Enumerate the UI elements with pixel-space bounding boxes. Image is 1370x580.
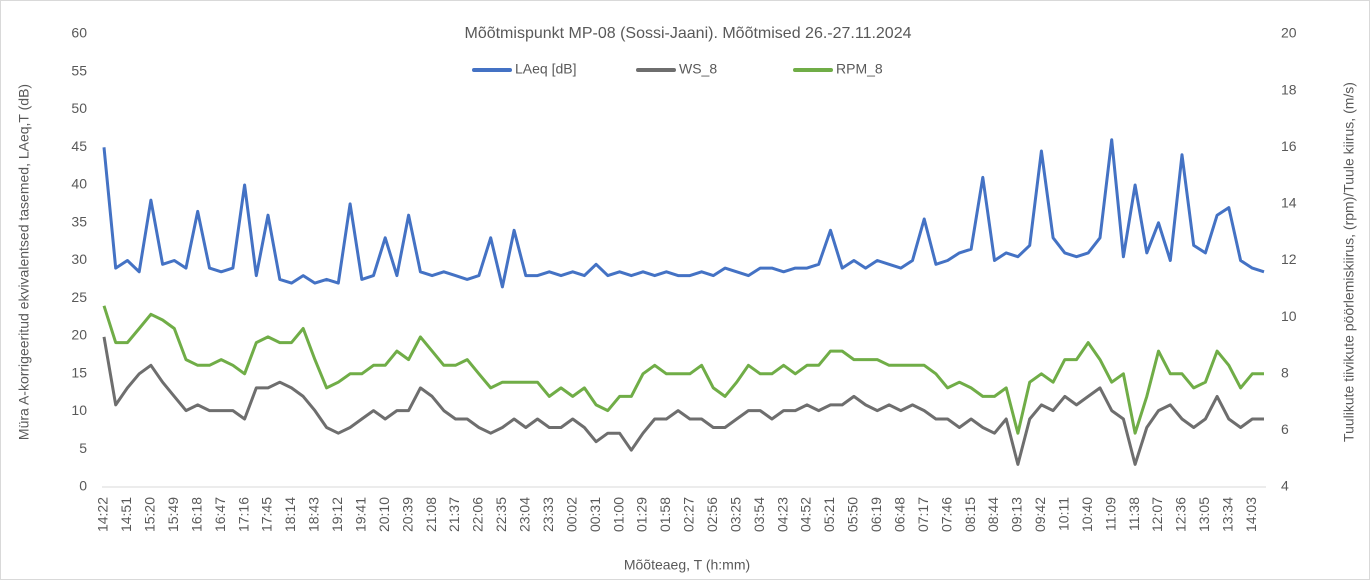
y-tick-label: 25 [71, 289, 87, 305]
x-tick-label: 12:07 [1149, 497, 1165, 532]
y2-tick-label: 6 [1281, 421, 1289, 437]
x-tick-label: 20:10 [376, 497, 392, 532]
x-tick-label: 01:29 [634, 497, 650, 532]
x-tick-label: 22:06 [470, 497, 486, 532]
x-tick-label: 01:58 [657, 497, 673, 532]
x-tick-label: 17:45 [259, 497, 275, 532]
x-tick-label: 10:11 [1056, 497, 1072, 531]
x-tick-label: 06:48 [891, 497, 907, 532]
y-tick-label: 5 [79, 440, 87, 456]
x-tick-label: 19:41 [352, 497, 368, 532]
plot-area [102, 138, 1266, 488]
chart-title: Mõõtmispunkt MP-08 (Sossi-Jaani). Mõõtmi… [464, 25, 911, 42]
y2-tick-label: 18 [1281, 81, 1297, 97]
x-tick-label: 02:27 [681, 497, 697, 532]
y-tick-label: 0 [79, 478, 87, 494]
x-tick-label: 22:35 [493, 497, 509, 532]
x-tick-label: 15:49 [165, 497, 181, 532]
series-line [102, 138, 1265, 289]
x-tick-label: 11:38 [1126, 497, 1142, 531]
x-tick-label: 05:50 [845, 497, 861, 532]
x-tick-label: 19:12 [329, 497, 345, 532]
x-tick-label: 14:51 [118, 497, 134, 532]
y2-axis-title: Tuulikute tiivikute pöörlemiskiirus, (rp… [1341, 82, 1357, 442]
y-tick-label: 10 [71, 402, 87, 418]
x-tick-label: 10:40 [1079, 497, 1095, 532]
x-tick-label: 06:19 [868, 497, 884, 532]
x-tick-label: 08:15 [962, 497, 978, 532]
x-tick-label: 20:39 [399, 497, 415, 532]
x-tick-label: 03:25 [727, 497, 743, 532]
x-tick-label: 07:17 [915, 497, 931, 532]
x-tick-label: 02:56 [704, 497, 720, 532]
y-tick-label: 35 [71, 213, 87, 229]
y-tick-label: 40 [71, 176, 87, 192]
x-tick-label: 15:20 [142, 497, 158, 532]
y-axis-title: Müra A-korrigeeritud ekvivalentsed tasem… [16, 84, 32, 440]
y-tick-label: 60 [71, 25, 87, 41]
x-tick-label: 04:52 [798, 497, 814, 532]
y-tick-label: 45 [71, 138, 87, 154]
x-tick-label: 21:37 [446, 497, 462, 532]
y2-tick-label: 20 [1281, 25, 1297, 41]
x-tick-label: 12:36 [1173, 497, 1189, 532]
x-tick-label: 16:47 [212, 497, 228, 532]
y2-tick-label: 4 [1281, 478, 1289, 494]
legend-label: RPM_8 [836, 61, 883, 77]
series-line [102, 336, 1264, 466]
y-tick-label: 55 [71, 62, 87, 78]
title-background [395, 22, 985, 46]
x-tick-label: 03:54 [751, 497, 767, 532]
x-tick-label: 21:08 [423, 497, 439, 532]
x-tick-label: 07:46 [938, 497, 954, 532]
x-tick-label: 00:02 [563, 497, 579, 532]
x-tick-label: 23:04 [517, 497, 533, 532]
y2-tick-label: 16 [1281, 138, 1297, 154]
x-tick-label: 17:16 [235, 497, 251, 532]
series-line [102, 305, 1264, 435]
x-tick-label: 01:00 [610, 497, 626, 532]
y2-tick-label: 10 [1281, 308, 1297, 324]
x-tick-label: 13:34 [1220, 497, 1236, 532]
x-axis-title: Mõõteaeg, T (h:mm) [624, 557, 750, 573]
y-tick-label: 20 [71, 327, 87, 343]
x-tick-label: 14:03 [1243, 497, 1259, 532]
x-tick-label: 00:31 [587, 497, 603, 532]
legend-label: LAeq [dB] [515, 61, 577, 77]
y2-tick-label: 12 [1281, 251, 1297, 267]
y2-tick-label: 8 [1281, 364, 1289, 380]
y2-tick-label: 14 [1281, 195, 1297, 211]
x-tick-label: 09:13 [1009, 497, 1025, 532]
x-tick-label: 14:22 [95, 497, 111, 532]
x-tick-label: 18:43 [306, 497, 322, 532]
x-tick-label: 05:21 [821, 497, 837, 532]
x-tick-label: 18:14 [282, 497, 298, 532]
legend-label: WS_8 [679, 61, 717, 77]
x-tick-label: 11:09 [1102, 497, 1118, 531]
x-tick-label: 13:05 [1196, 497, 1212, 532]
y-tick-label: 30 [71, 251, 87, 267]
x-tick-label: 09:42 [1032, 497, 1048, 532]
y-tick-label: 50 [71, 100, 87, 116]
x-tick-label: 08:44 [985, 497, 1001, 532]
y-tick-label: 15 [71, 364, 87, 380]
x-tick-label: 04:23 [774, 497, 790, 532]
x-tick-label: 23:33 [540, 497, 556, 532]
x-tick-label: 16:18 [188, 497, 204, 532]
